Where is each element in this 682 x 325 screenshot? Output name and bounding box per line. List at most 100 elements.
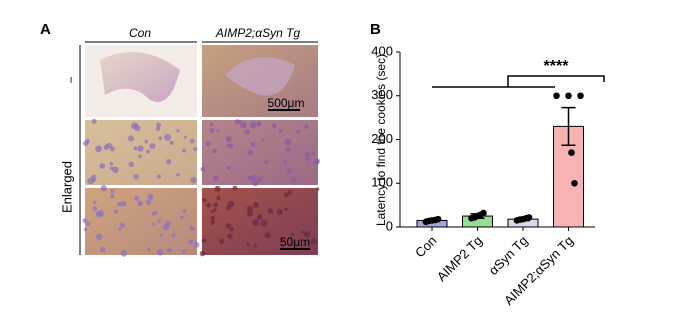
cell (210, 209, 215, 214)
cell (257, 176, 263, 182)
x-tick-label: AIMP2 Tg (434, 233, 485, 284)
cell (272, 123, 277, 128)
cell (226, 143, 230, 147)
cell (253, 244, 258, 248)
row-label: Enlarged (59, 161, 74, 213)
data-point (571, 179, 578, 187)
cell (147, 193, 154, 200)
y-tick-label: 100 (371, 175, 393, 190)
cell (305, 156, 310, 162)
cell (201, 238, 207, 244)
image (85, 188, 197, 255)
cell (133, 146, 138, 151)
cell (153, 210, 158, 215)
cell (227, 200, 235, 208)
cell (91, 118, 97, 124)
cell (156, 126, 161, 131)
cell (190, 177, 197, 184)
cell (311, 151, 315, 156)
cell (133, 174, 139, 180)
cell (202, 198, 207, 203)
cell (138, 154, 142, 159)
cell (157, 219, 161, 223)
cell (183, 135, 187, 139)
x-tick-label: Con (412, 233, 439, 260)
cell (287, 190, 293, 195)
cell (152, 222, 156, 226)
cell (182, 209, 187, 214)
cell (296, 129, 301, 134)
cell (226, 165, 232, 171)
data-point (525, 214, 533, 221)
cell (214, 185, 221, 192)
cell (165, 220, 171, 226)
panel-label: A (40, 21, 51, 38)
cell (249, 121, 257, 129)
cell (227, 233, 233, 240)
cell (110, 189, 115, 194)
column-label: Con (129, 26, 151, 40)
cell (210, 215, 215, 221)
cell (92, 200, 97, 204)
cell (200, 166, 206, 172)
cell (304, 151, 310, 157)
cell (315, 161, 319, 165)
cell (182, 249, 187, 254)
cell (106, 142, 112, 149)
cell (169, 140, 174, 146)
cell (91, 178, 96, 183)
cell (180, 215, 184, 220)
cell (264, 232, 271, 239)
cell (284, 192, 289, 198)
cell (176, 129, 180, 133)
cell (261, 138, 265, 143)
cell (83, 227, 88, 232)
cell (209, 128, 215, 134)
cell-dots (82, 118, 320, 257)
significance-label: **** (544, 58, 570, 75)
cell (283, 159, 288, 164)
data-point (577, 92, 584, 100)
cell (100, 246, 106, 253)
cell (86, 221, 91, 227)
cell (212, 148, 217, 154)
y-axis-label: Latency to find the cookies (sec) (374, 54, 388, 226)
cell (225, 223, 232, 229)
cell (189, 138, 195, 144)
y-tick-label: 300 (371, 87, 393, 102)
cell (127, 135, 135, 142)
cell (316, 187, 320, 191)
cell (182, 148, 186, 153)
cell (144, 139, 149, 144)
cell (206, 202, 212, 208)
cell (232, 185, 238, 191)
panel-a: A Con AIMP2;αSyn Tg − Enlarged 500μm 50μ… (40, 21, 320, 257)
cell (209, 122, 214, 127)
cell (128, 161, 134, 168)
y-tick-label: 200 (371, 131, 393, 146)
cell (112, 166, 119, 174)
cell (149, 143, 156, 150)
cell (228, 143, 234, 149)
cell (82, 218, 88, 224)
cell (156, 122, 162, 128)
scale-label: 500μm (268, 96, 305, 110)
cell (213, 175, 219, 182)
cell (256, 121, 261, 127)
cell (100, 185, 107, 192)
cell (213, 202, 219, 208)
cell (247, 149, 254, 156)
cell (110, 194, 115, 199)
cell (193, 241, 200, 248)
cell (290, 232, 295, 237)
cell (120, 200, 127, 207)
cell (137, 145, 144, 152)
cell (285, 147, 291, 153)
cell (211, 219, 215, 223)
cell (164, 133, 171, 141)
scale-label: 50μm (280, 235, 310, 249)
cell (83, 140, 89, 147)
panel-label: B (370, 21, 381, 38)
cell (216, 129, 220, 133)
